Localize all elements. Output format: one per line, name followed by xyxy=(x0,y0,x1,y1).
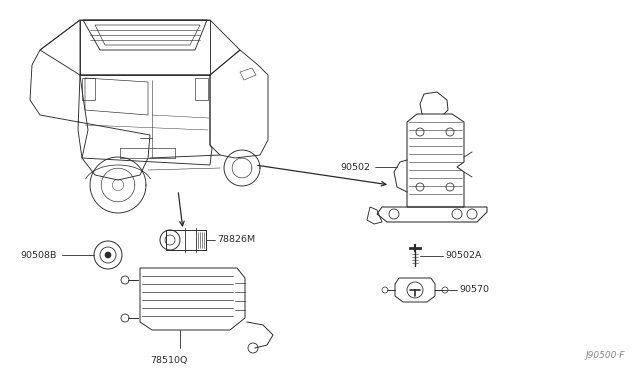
Text: 90502: 90502 xyxy=(340,163,370,171)
Text: 78510Q: 78510Q xyxy=(150,356,188,365)
Text: 78826M: 78826M xyxy=(217,235,255,244)
Text: 90570: 90570 xyxy=(459,285,489,295)
Circle shape xyxy=(105,252,111,258)
Text: 90508B: 90508B xyxy=(20,250,56,260)
Text: 90502A: 90502A xyxy=(445,251,481,260)
Text: J90500·F: J90500·F xyxy=(586,351,625,360)
